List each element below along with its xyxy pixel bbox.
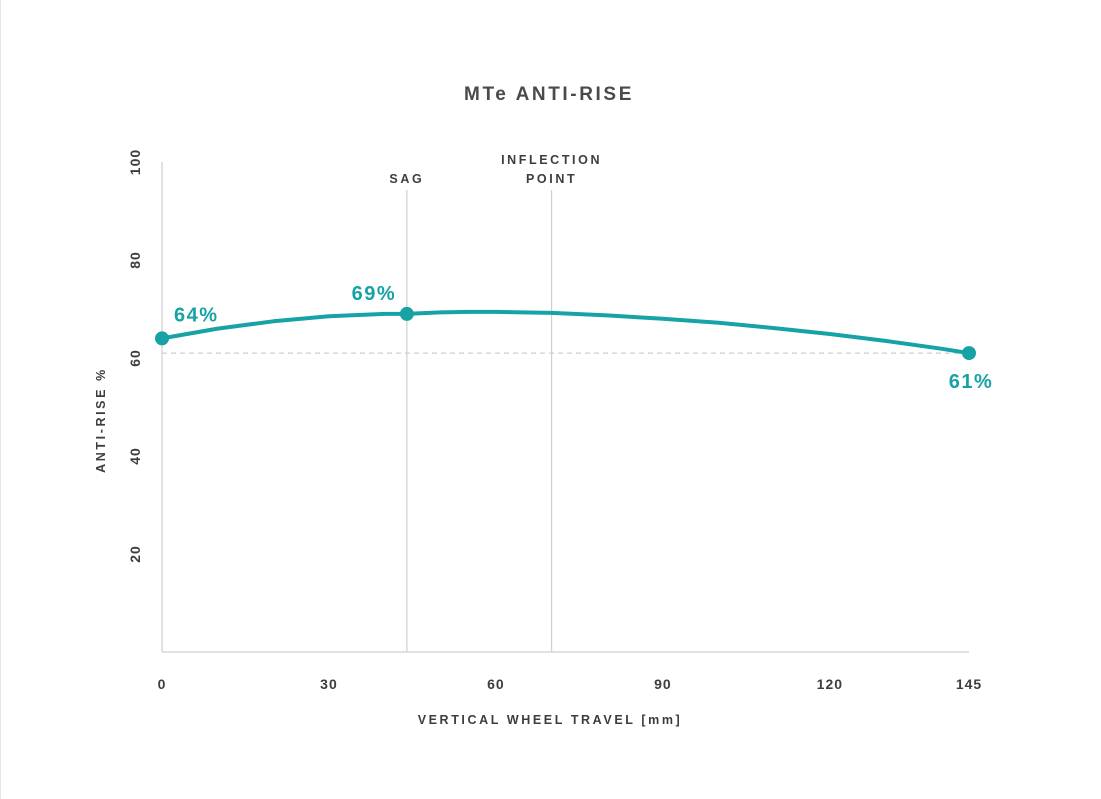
data-label: 64% — [174, 304, 219, 326]
vertical-marker-label: SAG — [389, 172, 424, 186]
data-point — [962, 346, 976, 361]
y-tick-label: 60 — [127, 349, 143, 367]
y-axis-label: ANTI-RISE % — [94, 367, 108, 473]
x-tick-label: 30 — [320, 676, 338, 692]
series-layer: 64% 69% 61% — [155, 283, 994, 393]
data-point — [399, 306, 414, 321]
y-tick-label: 20 — [127, 545, 143, 563]
x-tick-label: 0 — [158, 676, 167, 692]
data-point — [155, 331, 169, 346]
x-tick-label: 145 — [956, 676, 982, 692]
vertical-marker-label: POINT — [526, 172, 577, 186]
x-tick-label: 90 — [654, 676, 672, 692]
vertical-markers: SAG INFLECTION POINT — [389, 153, 602, 652]
x-axis-label: VERTICAL WHEEL TRAVEL [mm] — [418, 713, 683, 727]
data-label: 69% — [352, 283, 397, 305]
vertical-marker-label: INFLECTION — [501, 153, 602, 167]
tick-labels: 0 30 60 90 120 145 20 40 60 80 100 — [127, 149, 982, 692]
axes — [161, 162, 969, 653]
x-tick-label: 120 — [817, 676, 843, 692]
chart-title: MTe ANTI-RISE — [464, 84, 634, 105]
y-tick-label: 80 — [127, 251, 143, 269]
data-label: 61% — [949, 371, 994, 393]
x-tick-label: 60 — [487, 676, 505, 692]
series-line — [160, 309, 971, 356]
y-tick-label: 100 — [127, 149, 143, 175]
y-tick-label: 40 — [127, 447, 143, 465]
